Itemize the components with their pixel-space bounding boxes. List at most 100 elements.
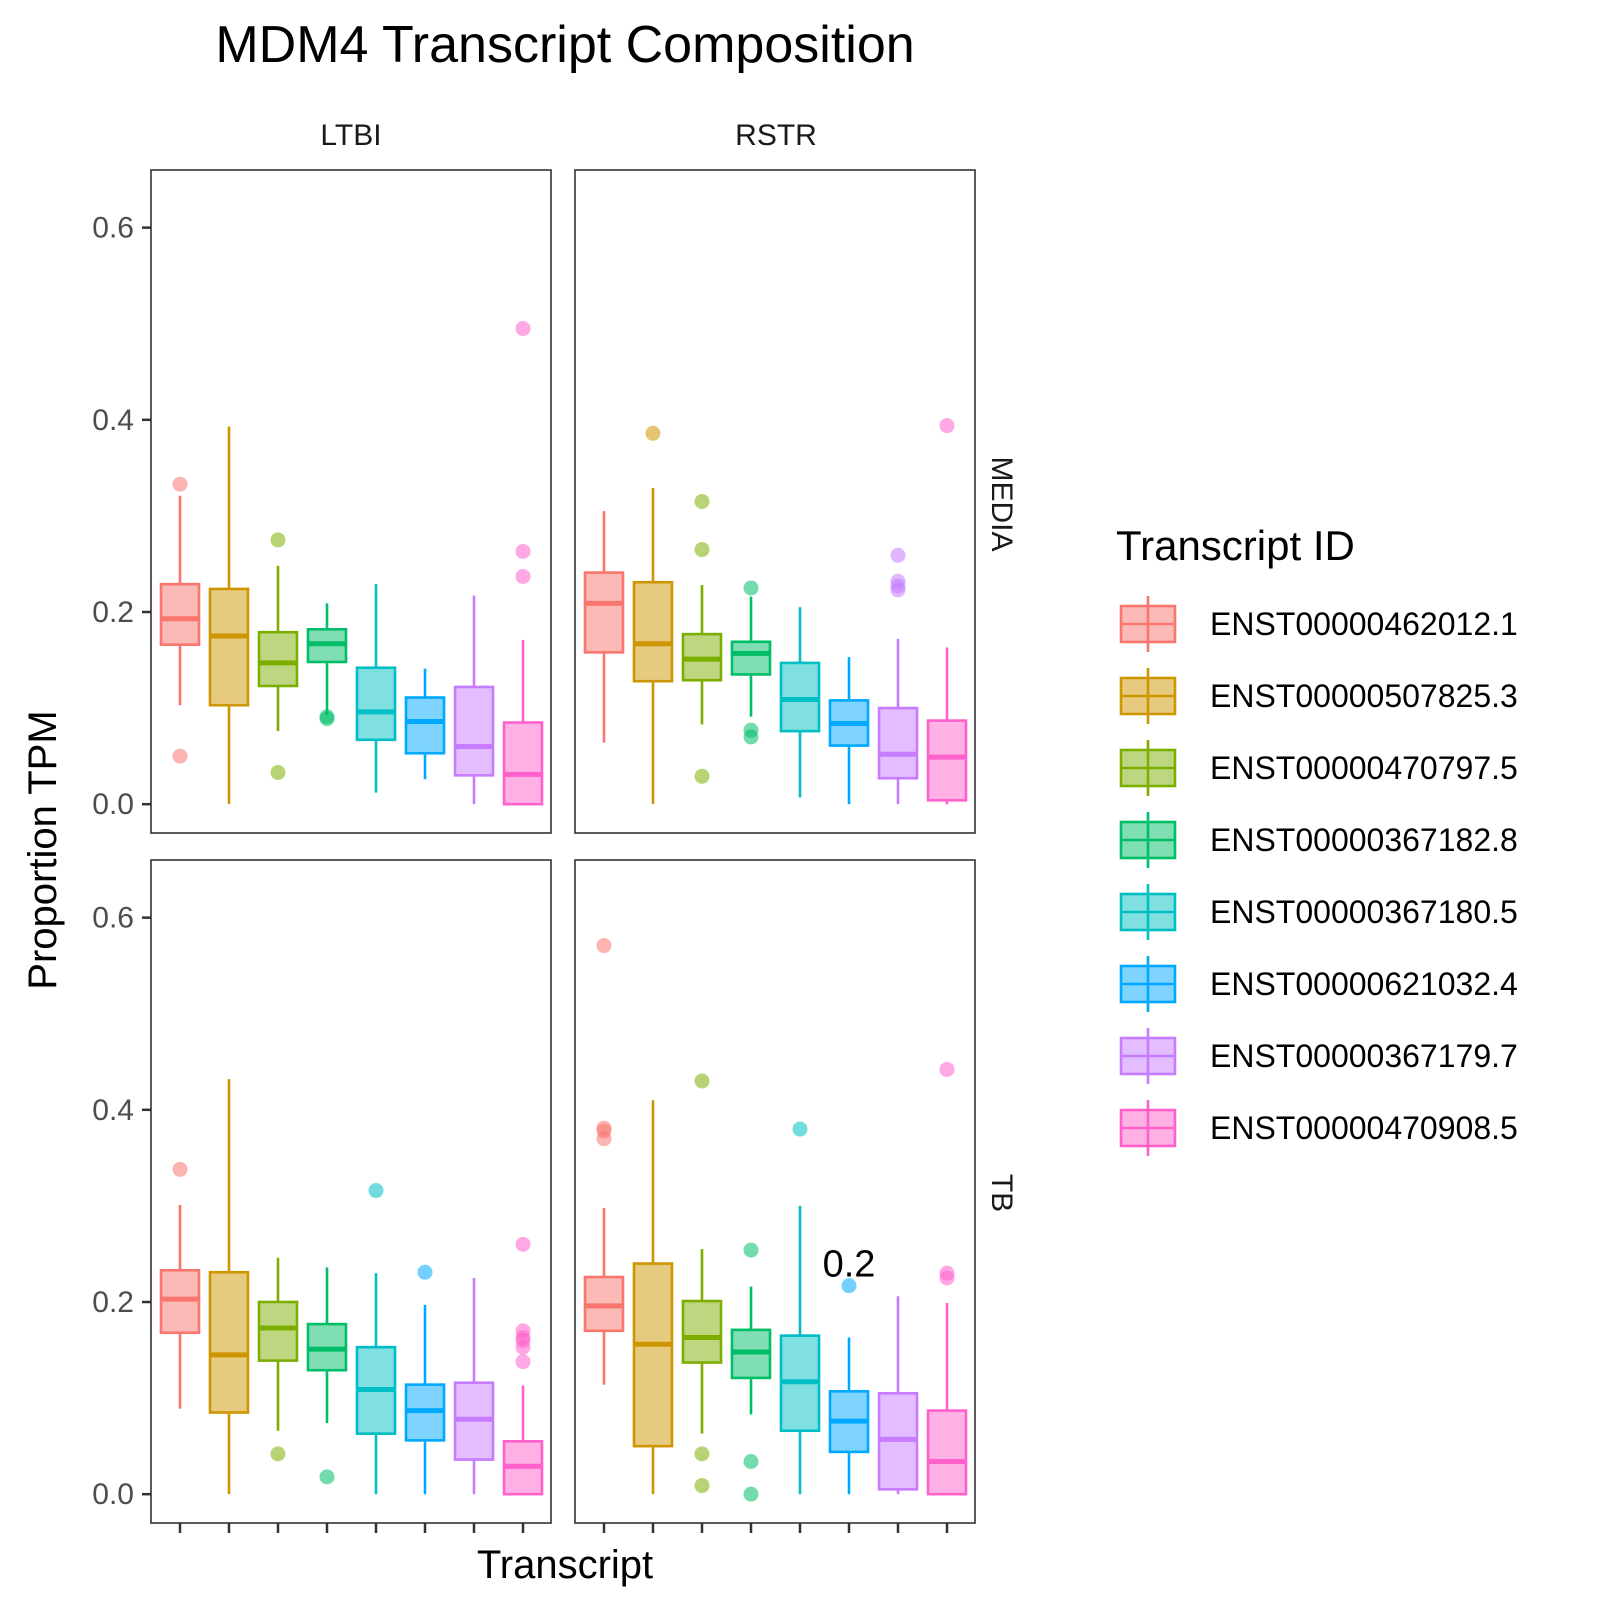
legend-label: ENST00000367182.8 bbox=[1210, 822, 1518, 858]
box-iqr bbox=[502, 721, 544, 806]
outlier-point bbox=[743, 1242, 759, 1258]
box-ENST00000507825.3 bbox=[632, 425, 674, 805]
outlier-point bbox=[596, 938, 612, 954]
outlier-point bbox=[515, 568, 531, 584]
box-iqr bbox=[208, 1270, 250, 1414]
legend-label: ENST00000470908.5 bbox=[1210, 1110, 1518, 1146]
annotation-label: 0.2 bbox=[823, 1244, 876, 1286]
y-tick-label: 0.4 bbox=[92, 404, 134, 437]
panel-rstr-tb bbox=[574, 859, 976, 1524]
outlier-point bbox=[694, 1446, 710, 1462]
box-ENST00000621032.4 bbox=[404, 668, 446, 780]
legend-label: ENST00000507825.3 bbox=[1210, 678, 1518, 714]
legend-item: ENST00000470908.5 bbox=[1119, 1100, 1518, 1156]
box-ENST00000367180.5 bbox=[779, 1121, 821, 1495]
box-iqr bbox=[257, 1300, 299, 1362]
outlier-point bbox=[417, 1264, 433, 1280]
legend-item: ENST00000462012.1 bbox=[1119, 596, 1518, 652]
outlier-point bbox=[319, 1469, 335, 1485]
x-axis-layer bbox=[178, 1523, 949, 1533]
outlier-point bbox=[792, 1121, 808, 1137]
y-tick-label: 0.4 bbox=[92, 1094, 134, 1127]
panel-frame bbox=[150, 169, 552, 834]
legend-label: ENST00000367179.7 bbox=[1210, 1038, 1518, 1074]
box-iqr bbox=[730, 640, 772, 676]
legend-item: ENST00000470797.5 bbox=[1119, 740, 1518, 796]
panel-ltbi-tb bbox=[150, 859, 552, 1524]
legend-label: ENST00000621032.4 bbox=[1210, 966, 1518, 1002]
box-ENST00000367180.5 bbox=[779, 607, 821, 798]
box-iqr bbox=[159, 582, 201, 646]
outlier-point bbox=[694, 494, 710, 509]
outlier-point bbox=[645, 425, 661, 441]
legend-item: ENST00000367180.5 bbox=[1119, 884, 1518, 940]
outlier-point bbox=[515, 543, 531, 559]
box-ENST00000367179.7 bbox=[453, 1277, 495, 1495]
panel-frame bbox=[574, 859, 976, 1524]
box-ENST00000462012.1 bbox=[159, 1161, 201, 1409]
outlier-point bbox=[939, 418, 955, 434]
box-iqr bbox=[355, 666, 397, 742]
box-iqr bbox=[926, 719, 968, 802]
legend-label: ENST00000367180.5 bbox=[1210, 894, 1518, 930]
outlier-point bbox=[172, 748, 188, 764]
outlier-point bbox=[270, 532, 286, 548]
y-tick-label: 0.0 bbox=[92, 1478, 134, 1511]
box-ENST00000367179.7 bbox=[877, 1296, 919, 1495]
legend: ENST00000462012.1 ENST00000507825.3 ENST00… bbox=[1119, 596, 1518, 1156]
box-ENST00000470797.5 bbox=[681, 1073, 723, 1494]
box-iqr bbox=[926, 1409, 968, 1496]
outlier-point bbox=[172, 476, 188, 492]
box-iqr bbox=[681, 1299, 723, 1364]
legend-label: ENST00000470797.5 bbox=[1210, 750, 1518, 786]
box-ENST00000367182.8 bbox=[730, 1242, 772, 1502]
box-ENST00000462012.1 bbox=[159, 476, 201, 764]
y-tick-label: 0.2 bbox=[92, 1286, 134, 1319]
box-ENST00000621032.4 bbox=[828, 1278, 870, 1495]
y-tick-label: 0.0 bbox=[92, 788, 134, 821]
box-ENST00000621032.4 bbox=[828, 657, 870, 805]
legend-title: Transcript ID bbox=[1116, 522, 1355, 569]
legend-item: ENST00000367179.7 bbox=[1119, 1028, 1518, 1084]
box-iqr bbox=[404, 696, 446, 755]
box-ENST00000470908.5 bbox=[502, 321, 544, 806]
outlier-point bbox=[694, 542, 710, 558]
outlier-point bbox=[939, 1270, 955, 1286]
outlier-point bbox=[515, 1339, 531, 1355]
outlier-point bbox=[515, 1236, 531, 1252]
box-ENST00000367179.7 bbox=[453, 595, 495, 805]
y-tick-label: 0.6 bbox=[92, 902, 134, 935]
panel-ltbi-media bbox=[150, 169, 552, 834]
outlier-point bbox=[270, 1446, 286, 1462]
y-tick-label: 0.2 bbox=[92, 596, 134, 629]
outlier-point bbox=[743, 1454, 759, 1470]
box-iqr bbox=[583, 571, 625, 654]
box-ENST00000507825.3 bbox=[632, 1100, 674, 1495]
outlier-point bbox=[596, 1131, 612, 1147]
box-ENST00000470908.5 bbox=[926, 1061, 968, 1496]
outlier-point bbox=[841, 1278, 857, 1294]
outlier-point bbox=[515, 321, 531, 337]
x-axis-title: Transcript bbox=[477, 1543, 653, 1587]
strip-label-rstr: RSTR bbox=[735, 119, 817, 152]
box-ENST00000507825.3 bbox=[208, 1079, 250, 1495]
outlier-point bbox=[890, 547, 906, 563]
outlier-point bbox=[890, 582, 906, 598]
box-iqr bbox=[632, 580, 674, 683]
outlier-point bbox=[743, 729, 759, 745]
outlier-point bbox=[368, 1183, 384, 1199]
panel-frame bbox=[574, 169, 976, 834]
outlier-point bbox=[743, 1486, 759, 1502]
outlier-point bbox=[319, 711, 335, 727]
strip-label-media: MEDIA bbox=[985, 456, 1018, 551]
y-axis-title: Proportion TPM bbox=[21, 710, 65, 989]
outlier-point bbox=[694, 768, 710, 784]
panel-frame bbox=[150, 859, 552, 1524]
outlier-point bbox=[270, 764, 286, 780]
box-ENST00000367182.8 bbox=[306, 603, 348, 727]
outlier-point bbox=[743, 580, 759, 596]
box-ENST00000367182.8 bbox=[730, 580, 772, 745]
legend-item: ENST00000507825.3 bbox=[1119, 668, 1518, 724]
outlier-point bbox=[515, 1354, 531, 1370]
